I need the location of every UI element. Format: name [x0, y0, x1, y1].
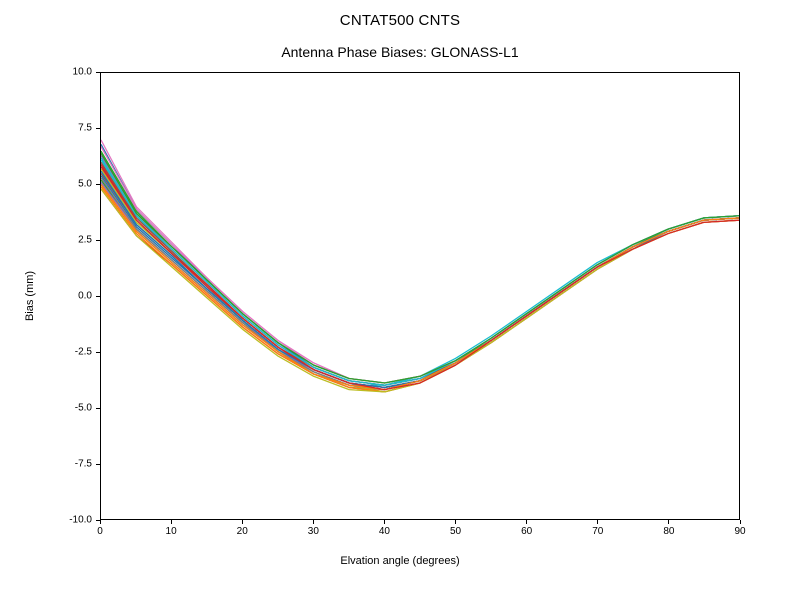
y-tick-label: -5.0	[52, 403, 92, 414]
series-line	[101, 147, 739, 383]
y-tick-mark	[96, 184, 100, 185]
series-line	[101, 144, 739, 385]
y-tick-label: 2.5	[52, 235, 92, 246]
x-tick-label: 80	[663, 526, 674, 537]
x-tick-label: 50	[450, 526, 461, 537]
x-tick-mark	[740, 520, 741, 524]
y-tick-mark	[96, 520, 100, 521]
x-tick-label: 10	[166, 526, 177, 537]
series-line	[101, 140, 739, 383]
x-tick-label: 60	[521, 526, 532, 537]
y-tick-label: 7.5	[52, 123, 92, 134]
series-line	[101, 189, 739, 392]
x-tick-label: 30	[308, 526, 319, 537]
y-tick-mark	[96, 240, 100, 241]
chart-title: Antenna Phase Biases: GLONASS-L1	[0, 44, 800, 60]
x-axis-label: Elvation angle (degrees)	[0, 555, 800, 567]
x-tick-label: 20	[237, 526, 248, 537]
chart-container: CNTAT500 CNTS Antenna Phase Biases: GLON…	[0, 0, 800, 600]
x-tick-label: 70	[592, 526, 603, 537]
x-tick-label: 40	[379, 526, 390, 537]
x-tick-mark	[526, 520, 527, 524]
series-line	[101, 158, 739, 385]
x-tick-mark	[242, 520, 243, 524]
line-series-svg	[101, 73, 739, 519]
y-tick-label: -10.0	[52, 515, 92, 526]
plot-area	[100, 72, 740, 520]
x-tick-mark	[668, 520, 669, 524]
series-line	[101, 167, 739, 388]
y-axis-label: Bias (mm)	[24, 271, 36, 321]
x-tick-mark	[100, 520, 101, 524]
y-tick-mark	[96, 464, 100, 465]
x-tick-label: 0	[97, 526, 103, 537]
x-tick-label: 90	[734, 526, 745, 537]
x-tick-mark	[384, 520, 385, 524]
series-line	[101, 189, 739, 392]
series-line	[101, 162, 739, 385]
y-tick-mark	[96, 72, 100, 73]
y-tick-label: -2.5	[52, 347, 92, 358]
x-tick-mark	[313, 520, 314, 524]
x-tick-mark	[171, 520, 172, 524]
x-tick-mark	[455, 520, 456, 524]
y-tick-label: 5.0	[52, 179, 92, 190]
series-line	[101, 171, 739, 387]
y-tick-label: -7.5	[52, 459, 92, 470]
y-tick-label: 10.0	[52, 67, 92, 78]
chart-suptitle: CNTAT500 CNTS	[0, 12, 800, 29]
y-tick-mark	[96, 352, 100, 353]
y-tick-mark	[96, 408, 100, 409]
x-tick-mark	[597, 520, 598, 524]
y-tick-label: 0.0	[52, 291, 92, 302]
y-tick-mark	[96, 296, 100, 297]
y-tick-mark	[96, 128, 100, 129]
